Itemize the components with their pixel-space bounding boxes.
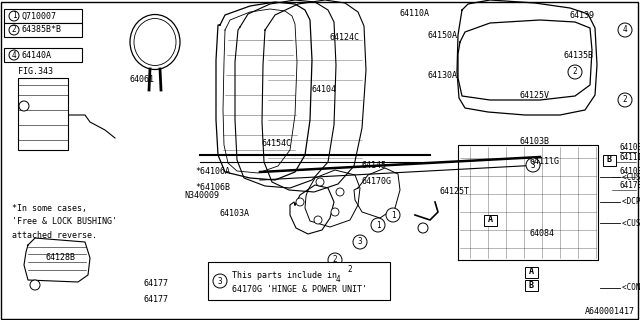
Text: 3: 3 — [218, 276, 222, 285]
Text: 2: 2 — [573, 68, 577, 76]
Text: 64103A: 64103A — [220, 209, 250, 218]
Circle shape — [9, 25, 19, 35]
Text: 4: 4 — [12, 51, 16, 60]
Circle shape — [9, 11, 19, 21]
Circle shape — [353, 235, 367, 249]
Text: 64110A: 64110A — [400, 10, 430, 19]
Text: 64103C: 64103C — [620, 167, 640, 177]
Ellipse shape — [130, 14, 180, 69]
Text: 64130A: 64130A — [428, 70, 458, 79]
Text: 64124C: 64124C — [330, 34, 360, 43]
Bar — [4, 23, 82, 37]
Circle shape — [568, 65, 582, 79]
Circle shape — [343, 263, 357, 277]
Circle shape — [328, 253, 342, 267]
Text: 64135B: 64135B — [564, 52, 594, 60]
Text: 3: 3 — [531, 161, 535, 170]
Circle shape — [618, 93, 632, 107]
Text: <CONT UNT DCPNT>: <CONT UNT DCPNT> — [622, 284, 640, 292]
Text: 64145: 64145 — [362, 161, 387, 170]
Bar — [525, 279, 538, 291]
Text: *64106A: *64106A — [195, 167, 230, 177]
Text: 64139: 64139 — [570, 11, 595, 20]
Bar — [18, 78, 68, 150]
Circle shape — [618, 23, 632, 37]
Text: 64103B: 64103B — [519, 138, 549, 147]
Circle shape — [316, 178, 324, 186]
Circle shape — [336, 188, 344, 196]
Text: 64177: 64177 — [143, 295, 168, 305]
Text: <CUSHN PAD>: <CUSHN PAD> — [622, 172, 640, 181]
Text: 64128B: 64128B — [45, 253, 75, 262]
Text: FIG.343: FIG.343 — [18, 68, 53, 76]
Text: 2: 2 — [348, 266, 352, 275]
Ellipse shape — [134, 19, 176, 66]
Text: 64178P: 64178P — [620, 180, 640, 189]
Text: 64154C: 64154C — [261, 140, 291, 148]
Text: 64150A: 64150A — [428, 31, 458, 41]
Bar — [602, 155, 616, 165]
Text: 64385B*B: 64385B*B — [22, 26, 62, 35]
Circle shape — [30, 280, 40, 290]
Circle shape — [418, 223, 428, 233]
Text: <CUSHN FRME>: <CUSHN FRME> — [622, 219, 640, 228]
Text: 64103A: 64103A — [620, 143, 640, 153]
Text: 6411lG: 6411lG — [530, 157, 560, 166]
Text: A: A — [529, 268, 534, 276]
Circle shape — [331, 273, 345, 287]
Text: 1: 1 — [390, 211, 396, 220]
Text: 64140A: 64140A — [22, 51, 52, 60]
Text: 64170G 'HINGE & POWER UNIT': 64170G 'HINGE & POWER UNIT' — [232, 284, 367, 293]
Polygon shape — [458, 20, 592, 100]
Text: 2: 2 — [12, 26, 16, 35]
Text: 1: 1 — [12, 12, 16, 20]
Text: 64061: 64061 — [130, 75, 155, 84]
Text: 'Free & LOCK BUSHING': 'Free & LOCK BUSHING' — [12, 218, 117, 227]
Text: 1: 1 — [376, 220, 380, 229]
Text: *64106B: *64106B — [195, 182, 230, 191]
Text: Q710007: Q710007 — [22, 12, 57, 20]
Bar — [483, 214, 497, 226]
Text: 2: 2 — [623, 95, 627, 105]
Text: 3: 3 — [358, 237, 362, 246]
Text: attached reverse.: attached reverse. — [12, 231, 97, 241]
Text: B: B — [607, 156, 611, 164]
Circle shape — [213, 274, 227, 288]
Circle shape — [296, 198, 304, 206]
Text: 64125V: 64125V — [519, 91, 549, 100]
Circle shape — [386, 208, 400, 222]
Circle shape — [371, 218, 385, 232]
Text: 6411I: 6411I — [620, 154, 640, 163]
Text: 4: 4 — [623, 26, 627, 35]
Circle shape — [526, 158, 540, 172]
Text: 64125T: 64125T — [440, 187, 470, 196]
Text: 64170G: 64170G — [362, 177, 392, 186]
Text: 64104: 64104 — [311, 85, 336, 94]
Text: 4: 4 — [336, 276, 340, 284]
Text: *In some cases,: *In some cases, — [12, 204, 87, 212]
Bar — [4, 9, 82, 23]
Text: This parts include in: This parts include in — [232, 271, 337, 281]
Text: 64084: 64084 — [529, 228, 554, 237]
Text: A640001417: A640001417 — [585, 307, 635, 316]
Text: 64177: 64177 — [143, 279, 168, 289]
Bar — [4, 48, 82, 62]
Text: <DCPNT SESOR>: <DCPNT SESOR> — [622, 197, 640, 206]
Circle shape — [19, 101, 29, 111]
Circle shape — [314, 216, 322, 224]
Text: B: B — [529, 281, 534, 290]
Bar — [525, 267, 538, 277]
Text: N340009: N340009 — [184, 190, 219, 199]
Circle shape — [9, 50, 19, 60]
Circle shape — [331, 208, 339, 216]
Bar — [208, 262, 390, 300]
Text: A: A — [488, 215, 493, 225]
Text: 2: 2 — [333, 255, 337, 265]
